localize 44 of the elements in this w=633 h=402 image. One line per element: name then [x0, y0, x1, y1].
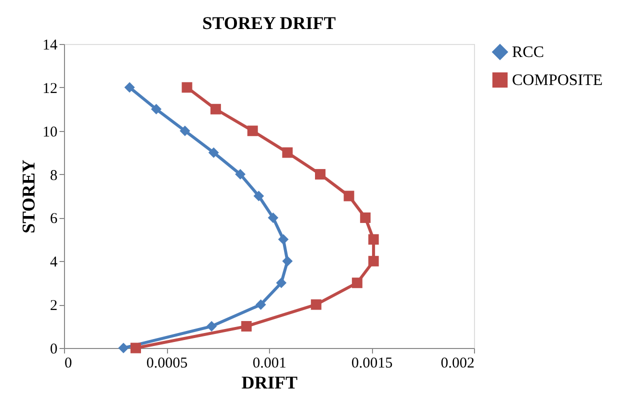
y-tick-label: 14 [42, 38, 58, 54]
point [254, 190, 264, 202]
y-tick-label: 2 [50, 298, 58, 314]
point [206, 321, 217, 332]
point [282, 256, 293, 266]
y-tick-label: 0 [50, 342, 58, 358]
y-tick-label: 8 [50, 168, 58, 184]
point [276, 278, 287, 288]
y-tick-label: 10 [42, 124, 58, 140]
point [368, 234, 379, 245]
point [368, 256, 379, 266]
point [360, 212, 371, 223]
point [210, 104, 221, 114]
y-tick-label: 12 [42, 80, 58, 97]
point [256, 299, 266, 310]
point [344, 190, 354, 202]
point [151, 104, 162, 114]
point [247, 126, 258, 136]
point [278, 234, 289, 245]
point [241, 321, 252, 332]
point [130, 342, 141, 354]
chart-title: STOREY DRIFT [202, 13, 336, 33]
legend-label: RCC [512, 44, 544, 61]
x-tick-label: 0.001 [252, 356, 286, 372]
point [282, 147, 293, 158]
point [180, 126, 190, 136]
x-tick-label: 0.0005 [146, 356, 188, 372]
y-tick-label: 4 [50, 254, 58, 271]
y-axis-title: STOREY [18, 160, 38, 234]
point [208, 147, 219, 158]
x-axis-title: DRIFT [241, 372, 298, 392]
point [124, 82, 135, 93]
point [352, 278, 362, 288]
x-tick-label: 0.0015 [351, 356, 393, 372]
y-tick-label: 6 [50, 211, 58, 228]
legend-label: COMPOSITE [512, 72, 603, 89]
point [315, 169, 326, 180]
x-tick-label: 0 [64, 356, 72, 372]
point [235, 169, 246, 180]
x-tick-label: 0.002 [440, 356, 474, 372]
point [268, 212, 278, 223]
point [118, 342, 129, 354]
point [182, 82, 192, 93]
point [310, 299, 322, 310]
